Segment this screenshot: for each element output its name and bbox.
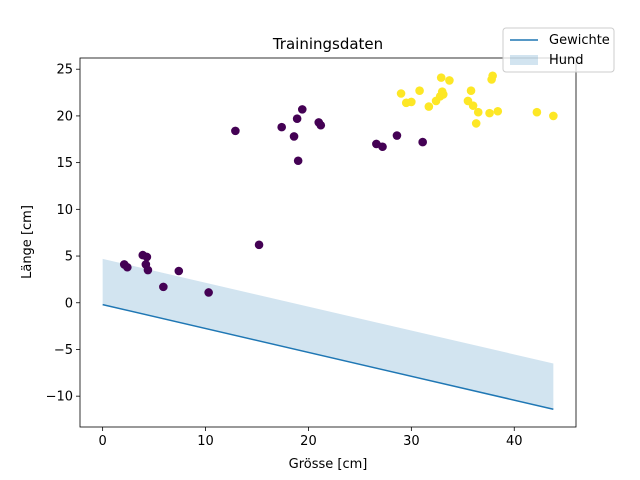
scatter-point xyxy=(424,102,434,111)
scatter-point xyxy=(549,111,558,121)
x-tick-label: 30 xyxy=(403,434,420,449)
scatter-point xyxy=(485,108,494,118)
scatter-point xyxy=(293,156,303,166)
x-axis-label: Grösse [cm] xyxy=(289,457,368,472)
plot-area xyxy=(79,57,577,428)
scatter-point xyxy=(471,119,481,128)
y-tick-label: 25 xyxy=(56,63,73,78)
series-class-1 xyxy=(396,71,558,128)
legend[interactable]: Gewichte Hund xyxy=(502,27,615,73)
scatter-point xyxy=(436,73,446,82)
y-tick-label: 5 xyxy=(65,250,73,265)
y-tick-label: −5 xyxy=(54,343,73,358)
scatter-point xyxy=(231,126,240,136)
scatter-point xyxy=(123,262,132,272)
scatter-point xyxy=(142,252,152,262)
scatter-point xyxy=(159,282,168,292)
scatter-point xyxy=(143,265,153,275)
axes-frame xyxy=(79,57,577,428)
scatter-point xyxy=(466,86,476,95)
x-tick-label: 20 xyxy=(300,434,317,449)
scatter-point xyxy=(297,105,307,114)
scatter-point xyxy=(277,122,286,132)
legend-band-marker xyxy=(510,55,538,65)
band-hund xyxy=(102,258,554,410)
scatter-point xyxy=(407,97,416,107)
scatter-point xyxy=(415,86,424,95)
y-tick-label: 10 xyxy=(56,203,73,218)
series-class-0 xyxy=(119,105,427,297)
y-tick-label: 15 xyxy=(56,156,73,171)
scatter-point xyxy=(378,142,387,152)
y-tick-label: −10 xyxy=(46,390,73,405)
scatter-point xyxy=(473,107,483,117)
scatter-point xyxy=(438,90,448,99)
x-tick-label: 10 xyxy=(197,434,214,449)
chart-title: Trainingsdaten xyxy=(272,35,383,53)
y-tick-label: 20 xyxy=(56,109,73,124)
y-axis: −10 −5 0 5 10 15 20 25 xyxy=(46,63,80,405)
scatter-point xyxy=(316,120,326,130)
scatter-point xyxy=(493,106,503,116)
scatter-point xyxy=(174,266,184,276)
scatter-point xyxy=(254,240,264,250)
y-axis-label: Länge [cm] xyxy=(20,205,35,279)
scatter-point xyxy=(532,107,542,117)
scatter-point xyxy=(488,71,497,81)
scatter-point xyxy=(468,101,478,110)
scatter-point xyxy=(289,132,299,141)
y-tick-label: 0 xyxy=(65,296,73,311)
x-tick-label: 40 xyxy=(506,434,523,449)
legend-label-gewichte: Gewichte xyxy=(549,33,610,48)
x-axis: 0 10 20 30 40 xyxy=(98,427,523,449)
legend-frame xyxy=(502,27,615,73)
scatter-point xyxy=(204,288,213,297)
scatter-point xyxy=(392,131,402,140)
weights-line xyxy=(102,303,554,410)
scatter-point xyxy=(418,137,427,147)
scatter-point xyxy=(445,76,454,85)
legend-label-hund: Hund xyxy=(549,53,584,68)
scatter-point xyxy=(292,114,302,124)
x-tick-label: 0 xyxy=(98,434,106,449)
scatter-point xyxy=(396,89,406,98)
